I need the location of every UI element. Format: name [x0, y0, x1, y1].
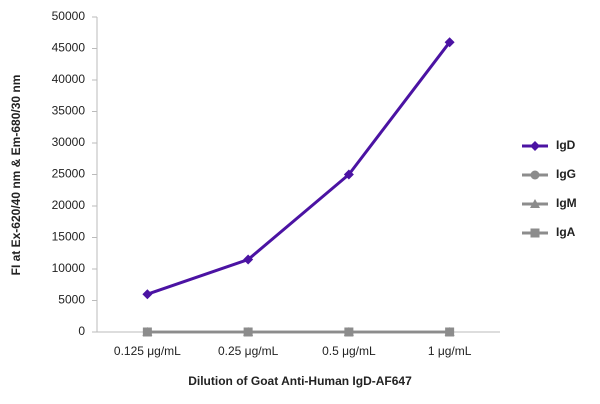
legend-marker — [530, 141, 540, 151]
data-point — [343, 169, 354, 180]
y-axis-label: FI at Ex-620/40 nm & Em-680/30 nm — [9, 75, 23, 276]
data-point — [243, 254, 254, 265]
data-point — [344, 327, 354, 337]
y-tick-label: 45000 — [52, 41, 86, 55]
legend-marker — [530, 199, 540, 208]
legend-label: IgD — [556, 138, 576, 152]
data-point — [142, 327, 152, 337]
data-point — [445, 327, 455, 337]
legend-label: IgM — [556, 196, 577, 210]
x-tick-label: 0.25 μg/mL — [218, 344, 279, 358]
y-tick-label: 5000 — [58, 293, 85, 307]
y-tick-label: 15000 — [52, 230, 86, 244]
x-tick-label: 0.125 μg/mL — [114, 344, 181, 358]
y-tick-label: 40000 — [52, 72, 86, 86]
y-tick-label: 10000 — [52, 261, 86, 275]
y-tick-label: 25000 — [52, 167, 86, 181]
legend-marker — [530, 170, 540, 180]
x-tick-label: 0.5 μg/mL — [322, 344, 376, 358]
legend-label: IgG — [556, 167, 576, 181]
x-tick-label: 1 μg/mL — [428, 344, 472, 358]
y-tick-label: 30000 — [52, 135, 86, 149]
y-tick-label: 0 — [78, 324, 85, 338]
series-line — [146, 41, 451, 296]
y-tick-label: 35000 — [52, 104, 86, 118]
data-point — [444, 37, 455, 48]
data-point — [243, 327, 253, 337]
legend-label: IgA — [556, 225, 576, 239]
x-axis-label: Dilution of Goat Anti-Human IgD-AF647 — [188, 374, 412, 388]
y-tick-label: 50000 — [52, 9, 86, 23]
y-tick-label: 20000 — [52, 198, 86, 212]
legend-marker — [530, 228, 540, 238]
data-point — [142, 289, 153, 300]
